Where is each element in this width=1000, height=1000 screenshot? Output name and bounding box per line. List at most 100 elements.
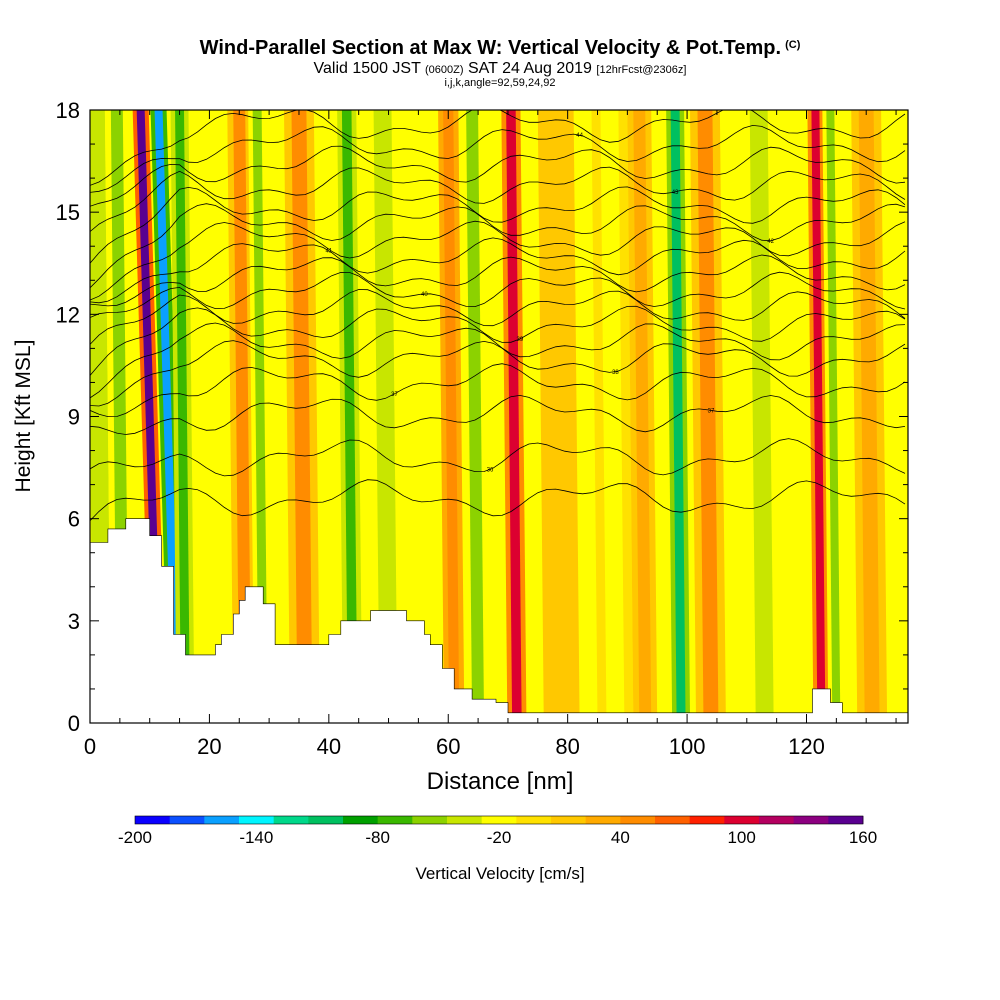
- theta-contour-line: [90, 110, 906, 186]
- theta-contour-line: [90, 203, 906, 289]
- terrain-mask: [89, 518, 909, 724]
- colorbar: -200 -140 -80 -20 40 100 160: [118, 815, 877, 847]
- colorbar-swatch: [724, 816, 760, 824]
- velocity-band-core: [749, 110, 774, 723]
- y-tick-label: 3: [68, 609, 80, 634]
- colorbar-swatch: [412, 816, 448, 824]
- x-axis-label: Distance [nm]: [426, 768, 574, 795]
- colorbar-swatch: [759, 816, 795, 824]
- theta-contour-line: [90, 166, 906, 232]
- colorbar-tick-label: -140: [239, 828, 273, 847]
- colorbar-tick-label: 40: [611, 828, 630, 847]
- velocity-band-core: [697, 110, 719, 723]
- colorbar-swatch: [689, 816, 725, 824]
- x-tick-label: 40: [317, 734, 341, 759]
- theta-contour-label: 39: [517, 337, 524, 343]
- colorbar-tick-label: 100: [727, 828, 755, 847]
- colorbar-swatch: [377, 816, 413, 824]
- theta-contour-line: [90, 124, 906, 193]
- colorbar-swatch: [135, 816, 171, 824]
- theta-contour-label: 36: [487, 468, 494, 474]
- y-tick-label: 18: [56, 98, 80, 123]
- colorbar-swatch: [447, 816, 483, 824]
- colorbar-swatch: [481, 816, 517, 824]
- theta-contour-line: [90, 438, 906, 477]
- theta-contour-line: [90, 305, 906, 376]
- chart-title: Wind-Parallel Section at Max W: Vertical…: [199, 37, 801, 59]
- colorbar-swatch: [273, 816, 309, 824]
- theta-contour-line: [90, 394, 906, 435]
- velocity-band-core: [443, 110, 460, 723]
- theta-contour-label: 42: [767, 239, 774, 245]
- x-tick-label: 0: [84, 734, 96, 759]
- velocity-band-core: [154, 110, 181, 723]
- y-tick-label: 9: [68, 405, 80, 430]
- theta-contour-line: [90, 220, 906, 301]
- colorbar-tick-label: -200: [118, 828, 152, 847]
- colorbar-swatch: [169, 816, 205, 824]
- velocity-band-core: [466, 110, 485, 723]
- x-tick-label: 120: [788, 734, 825, 759]
- colorbar-swatch: [655, 816, 691, 824]
- colorbar-frame: [134, 815, 864, 825]
- theta-contour-line: [90, 271, 906, 318]
- velocity-band-core: [546, 110, 571, 723]
- theta-contour-label: 43: [672, 190, 679, 196]
- colorbar-swatch: [828, 816, 864, 824]
- plot-background: [90, 110, 908, 723]
- theta-contour-line: [90, 289, 906, 345]
- theta-contour-line: [90, 237, 906, 304]
- theta-contour-label: 37: [708, 408, 715, 414]
- theta-contour-label: 37: [391, 392, 398, 398]
- y-tick-label: 15: [56, 200, 80, 225]
- forecast-info: [12hrFcst@2306z]: [596, 64, 687, 76]
- theta-contour-label: 38: [612, 370, 619, 376]
- theta-contour-line: [90, 340, 906, 407]
- velocity-band-core: [373, 110, 398, 723]
- colorbar-tick-label: 160: [849, 828, 877, 847]
- colorbar-label: Vertical Velocity [cm/s]: [415, 864, 585, 883]
- chart-subtitle: Valid 1500 JST (0600Z) SAT 24 Aug 2019 […: [313, 60, 687, 77]
- theta-contour-line: [90, 186, 906, 264]
- colorbar-tick-label: -20: [487, 828, 512, 847]
- y-tick-label: 0: [68, 711, 80, 736]
- theta-contour-label: 40: [421, 292, 428, 298]
- velocity-field: [90, 110, 888, 723]
- x-tick-label: 100: [669, 734, 706, 759]
- velocity-band-core: [175, 110, 191, 723]
- velocity-band-core: [600, 110, 625, 723]
- y-tick-label: 6: [68, 507, 80, 532]
- y-axis-label: Height [Kft MSL]: [12, 339, 35, 493]
- colorbar-swatch: [620, 816, 656, 824]
- theta-contour-line: [90, 322, 906, 399]
- velocity-band-core: [233, 110, 252, 723]
- theta-contour-line: [90, 363, 906, 418]
- x-tick-label: 80: [555, 734, 579, 759]
- colorbar-swatch: [551, 816, 587, 824]
- velocity-band-core: [670, 110, 686, 723]
- title-units: (C): [785, 39, 801, 51]
- colorbar-swatch: [204, 816, 240, 824]
- colorbar-swatch: [793, 816, 829, 824]
- colorbar-swatch: [308, 816, 344, 824]
- colorbar-swatch: [516, 816, 552, 824]
- theta-contour-label: 41: [325, 249, 332, 255]
- velocity-band-core: [858, 110, 880, 723]
- velocity-band-core: [811, 110, 826, 723]
- theta-contour-line: [90, 254, 906, 307]
- x-tick-label: 20: [197, 734, 221, 759]
- theta-contour-line: [90, 479, 906, 521]
- y-tick-label: 12: [56, 302, 80, 327]
- velocity-band-core: [826, 110, 841, 723]
- colorbar-swatch: [239, 816, 275, 824]
- x-tick-label: 60: [436, 734, 460, 759]
- colorbar-swatch: [585, 816, 621, 824]
- colorbar-swatch: [343, 816, 379, 824]
- theta-contour-line: [90, 145, 906, 207]
- colorbar-tick-label: -80: [365, 828, 390, 847]
- valid-utc: (0600Z): [425, 64, 464, 76]
- grid-indices: i,j,k,angle=92,59,24,92: [444, 77, 556, 89]
- velocity-band-core: [252, 110, 268, 723]
